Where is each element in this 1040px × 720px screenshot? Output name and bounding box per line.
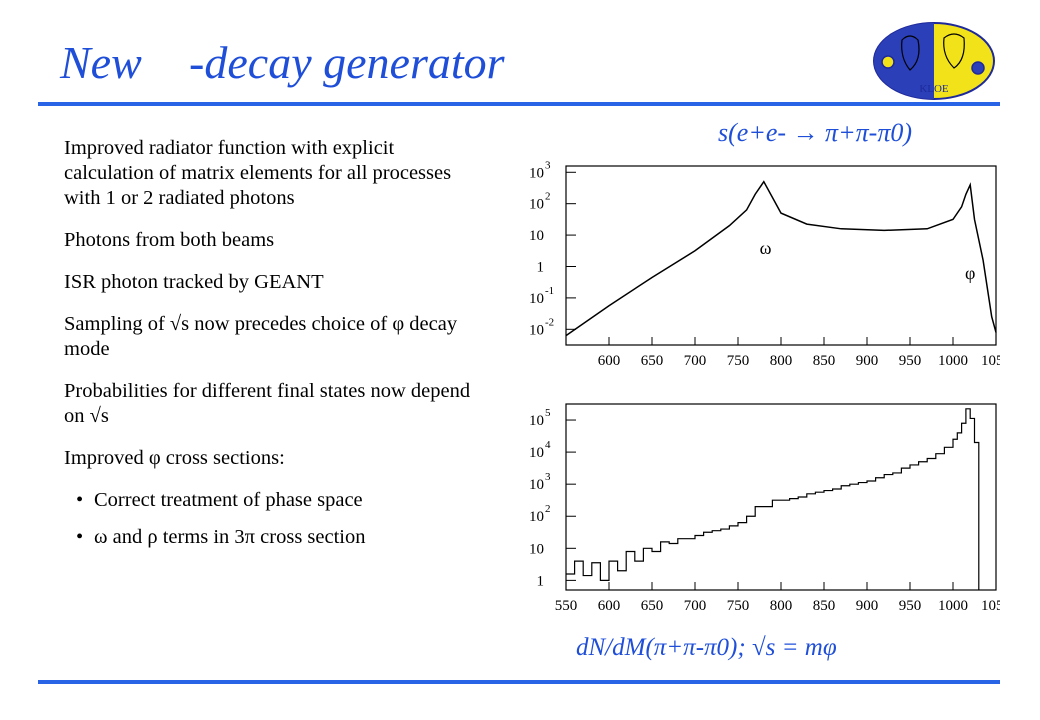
cross-section-label: s(e+e- → π+π-π0) — [718, 118, 912, 147]
y-tick-label: 1 — [537, 573, 545, 589]
top-divider — [38, 102, 1000, 106]
y-tick-label: 10 — [529, 445, 544, 461]
histogram-steps — [566, 408, 980, 590]
bullet-list: Improved radiator function with explicit… — [64, 136, 484, 562]
mass-spectrum-histogram: 5506006507007508008509009501000105010510… — [529, 403, 1000, 614]
plot-frame — [565, 165, 997, 346]
x-tick-label: 850 — [813, 353, 836, 369]
y-tick-label: 10 — [529, 477, 544, 493]
x-tick-label: 550 — [555, 598, 578, 614]
y-tick-label: 1 — [537, 259, 545, 275]
bullet-item: Sampling of √s now precedes choice of φ … — [64, 313, 458, 360]
bottom-divider — [38, 680, 1000, 684]
bullet-item: Probabilities for different final states… — [64, 380, 471, 427]
x-tick-label: 1050 — [981, 353, 1000, 369]
bullet-item: Photons from both beams — [64, 229, 275, 251]
x-tick-label: 1000 — [938, 353, 968, 369]
x-tick-label: 650 — [641, 598, 664, 614]
y-tick-exponent: 3 — [545, 160, 551, 171]
mass-spectrum-label: dN/dM(π+π-π0); √s = mφ — [576, 634, 837, 661]
x-tick-label: 1000 — [938, 598, 968, 614]
x-tick-label: 850 — [813, 598, 836, 614]
y-tick-label: 10 — [529, 165, 544, 181]
cross-section-curve — [565, 180, 997, 337]
x-tick-label: 1050 — [981, 598, 1000, 614]
y-tick-exponent: -1 — [545, 285, 554, 297]
x-tick-label: 900 — [856, 598, 879, 614]
kloe-logo: KLOE — [873, 22, 995, 100]
y-tick-label: 10 — [529, 541, 544, 557]
y-tick-exponent: 5 — [545, 407, 551, 419]
x-tick-label: 900 — [856, 353, 879, 369]
x-tick-label: 700 — [684, 353, 707, 369]
x-tick-label: 950 — [899, 353, 922, 369]
bullet-item: Improved φ cross sections: — [64, 447, 285, 469]
y-tick-label: 10 — [529, 322, 544, 338]
y-tick-exponent: 3 — [545, 471, 551, 483]
y-tick-exponent: -2 — [545, 316, 554, 328]
resonance-annotation: φ — [965, 263, 975, 283]
cross-section-plot: 6006507007508008509009501000105010310210… — [529, 160, 1000, 369]
sub-bullet-text: Correct treatment of phase space — [94, 489, 363, 511]
sub-bullet-item: • ω and ρ terms in 3π cross section — [76, 526, 366, 548]
x-tick-label: 650 — [641, 353, 664, 369]
y-tick-label: 10 — [529, 291, 544, 307]
x-tick-label: 800 — [770, 353, 793, 369]
x-tick-label: 750 — [727, 353, 750, 369]
sub-bullet-item: • Correct treatment of phase space — [76, 489, 363, 511]
y-tick-label: 10 — [529, 197, 544, 213]
sub-bullet-text: ω and ρ terms in 3π cross section — [94, 526, 366, 548]
y-tick-exponent: 4 — [545, 439, 551, 451]
plot-frame — [565, 403, 997, 591]
resonance-annotation: ω — [760, 238, 772, 258]
y-tick-label: 10 — [529, 228, 544, 244]
x-tick-label: 750 — [727, 598, 750, 614]
bullet-item: ISR photon tracked by GEANT — [64, 271, 324, 293]
x-tick-label: 800 — [770, 598, 793, 614]
y-tick-label: 10 — [529, 509, 544, 525]
bullet-item: Improved radiator function with explicit… — [64, 137, 452, 209]
y-tick-exponent: 2 — [545, 503, 551, 515]
y-tick-exponent: 2 — [545, 191, 551, 203]
slide-title: New -decay generator — [60, 37, 505, 88]
x-tick-label: 600 — [598, 353, 621, 369]
logo-text: KLOE — [919, 83, 949, 95]
x-tick-label: 600 — [598, 598, 621, 614]
y-tick-label: 10 — [529, 413, 544, 429]
x-tick-label: 700 — [684, 598, 707, 614]
x-tick-label: 950 — [899, 598, 922, 614]
